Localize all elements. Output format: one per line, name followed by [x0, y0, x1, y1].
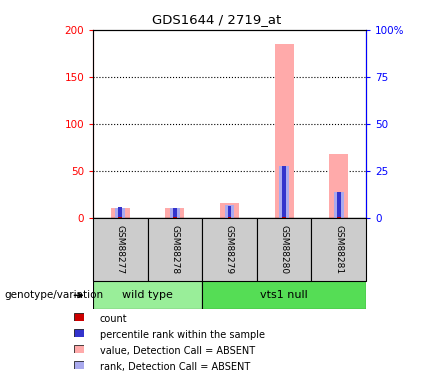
Text: value, Detection Call = ABSENT: value, Detection Call = ABSENT [100, 346, 255, 356]
Text: GSM88281: GSM88281 [334, 225, 343, 274]
Bar [165, 208, 184, 218]
Text: percentile rank within the sample: percentile rank within the sample [100, 330, 265, 340]
Text: GSM88279: GSM88279 [225, 225, 234, 274]
FancyBboxPatch shape [202, 281, 366, 309]
Text: GSM88280: GSM88280 [280, 225, 288, 274]
Bar [220, 203, 239, 217]
Bar [119, 207, 122, 217]
Text: GDS1644 / 2719_at: GDS1644 / 2719_at [152, 13, 281, 26]
Text: GSM88278: GSM88278 [171, 225, 179, 274]
FancyBboxPatch shape [148, 217, 202, 281]
FancyBboxPatch shape [257, 217, 311, 281]
Bar [225, 206, 234, 218]
Bar [173, 208, 177, 217]
Text: rank, Detection Call = ABSENT: rank, Detection Call = ABSENT [100, 362, 250, 372]
FancyBboxPatch shape [93, 217, 148, 281]
Bar [116, 208, 125, 218]
FancyBboxPatch shape [202, 217, 257, 281]
Text: GSM88277: GSM88277 [116, 225, 125, 274]
Text: wild type: wild type [122, 290, 173, 300]
Bar [337, 192, 340, 217]
Bar [334, 192, 343, 217]
Bar [111, 208, 130, 218]
Bar [275, 44, 294, 218]
Text: genotype/variation: genotype/variation [4, 290, 103, 300]
Bar [228, 206, 231, 217]
Bar [170, 208, 180, 218]
Text: vts1 null: vts1 null [260, 290, 308, 300]
Bar [329, 154, 348, 218]
Text: count: count [100, 314, 127, 324]
Bar [282, 166, 286, 217]
FancyBboxPatch shape [93, 281, 202, 309]
FancyBboxPatch shape [311, 217, 366, 281]
Bar [279, 166, 289, 218]
